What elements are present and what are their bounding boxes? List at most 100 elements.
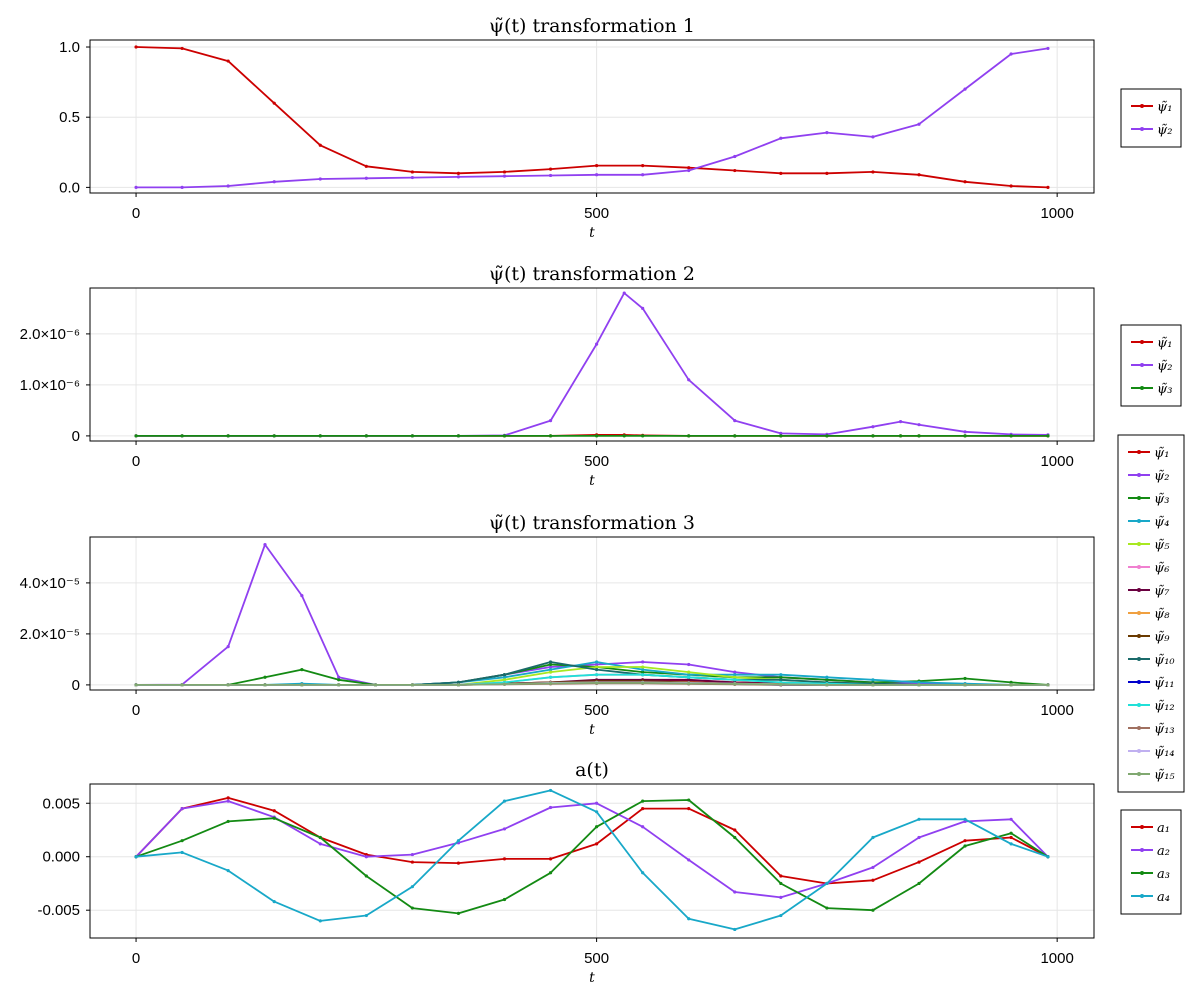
data-point [595, 342, 599, 346]
data-point [825, 171, 829, 175]
data-point [641, 173, 645, 177]
data-point [595, 810, 599, 814]
data-point [502, 857, 507, 861]
data-point [364, 874, 368, 878]
data-point [548, 788, 553, 793]
data-point [456, 434, 461, 438]
x-axis-label: t [589, 970, 595, 986]
data-point [871, 434, 875, 438]
legend-entry: ψ̃₄ [1154, 515, 1169, 530]
data-point [963, 434, 967, 438]
data-point [1046, 185, 1050, 189]
data-point [641, 871, 645, 875]
data-point [871, 908, 875, 912]
y-tick-label: -0.005 [37, 902, 80, 919]
data-point [318, 835, 322, 840]
data-point [641, 306, 645, 310]
y-tick-label: 1.0×10⁻⁶ [20, 377, 80, 394]
data-point [410, 170, 414, 174]
data-point [641, 825, 645, 829]
data-point [687, 434, 691, 438]
plot-frame [89, 783, 1095, 939]
data-point [410, 683, 414, 687]
legend-marker [1137, 680, 1141, 684]
data-point [595, 434, 599, 438]
chart-panel-4: a(t) 0 500 1000 -0.005 0.000 0.005 t a₁ a₂ a₃ a₄ [37, 759, 1182, 986]
data-point [548, 668, 553, 672]
data-point [548, 662, 553, 667]
data-point [180, 185, 184, 189]
data-point [548, 419, 553, 423]
legend-marker [1137, 772, 1141, 776]
data-point [871, 135, 875, 139]
data-point [1009, 817, 1013, 821]
data-point [226, 434, 230, 438]
legend-entry: ψ̃₁₄ [1154, 745, 1175, 760]
data-point [300, 594, 304, 598]
data-point [226, 59, 230, 63]
legend-marker [1140, 127, 1144, 131]
data-point [779, 434, 783, 438]
data-point [456, 175, 461, 179]
legend-box [1117, 434, 1185, 793]
legend-marker [1140, 104, 1144, 108]
data-point [364, 434, 368, 438]
data-point [410, 175, 414, 180]
data-point [502, 678, 507, 682]
data-point [548, 670, 553, 674]
data-point [871, 835, 875, 840]
legend-entry: ψ̃₁₅ [1154, 768, 1175, 783]
data-point [733, 828, 737, 832]
data-point [825, 906, 829, 910]
data-point [825, 683, 829, 687]
data-point [963, 676, 967, 681]
legend-marker [1137, 657, 1141, 661]
data-point [917, 173, 921, 177]
data-point [871, 865, 875, 870]
chart-panel-3: ψ̃(t) transformation 3 0 500 1000 0 2.0×10⁻⁵ 4… [20, 434, 1185, 793]
data-point [641, 665, 645, 669]
legend-marker [1137, 703, 1141, 707]
data-point [180, 46, 184, 51]
x-tick-label: 0 [132, 205, 140, 222]
legend-entry: ψ̃₃ [1157, 382, 1172, 397]
legend-marker [1137, 542, 1141, 546]
legend-marker [1140, 340, 1144, 344]
data-point [548, 660, 553, 664]
y-tick-label: 4.0×10⁻⁵ [20, 575, 80, 592]
data-point [502, 434, 507, 438]
data-point [1046, 46, 1050, 51]
x-axis-label: t [589, 722, 595, 738]
x-tick-label: 500 [584, 205, 609, 222]
data-point [917, 680, 921, 684]
series-line-2 [136, 543, 1048, 686]
data-point [456, 680, 461, 684]
data-point [134, 855, 138, 859]
data-point [272, 434, 276, 438]
y-tick-label: 0 [72, 428, 80, 445]
legend-entry: a₃ [1157, 867, 1170, 882]
data-point [337, 683, 341, 687]
data-point [963, 844, 967, 848]
data-point [641, 668, 645, 672]
data-point [1046, 434, 1050, 438]
data-point [687, 678, 691, 682]
legend-marker [1140, 363, 1144, 367]
data-point [410, 906, 414, 910]
x-tick-label: 0 [132, 950, 140, 967]
data-point [687, 168, 691, 173]
data-point [825, 434, 829, 438]
data-point [272, 180, 276, 184]
legend-box [1120, 88, 1182, 148]
data-point [963, 180, 967, 184]
y-tick-label: 0.000 [42, 849, 80, 866]
data-point [825, 675, 829, 679]
chart-title: ψ̃(t) transformation 1 [489, 15, 695, 37]
data-point [318, 919, 322, 923]
data-point [548, 857, 553, 861]
legend-entry: ψ̃₆ [1154, 561, 1169, 576]
data-point [963, 87, 967, 91]
legend-marker [1140, 848, 1144, 852]
data-point [456, 861, 461, 865]
data-point [733, 434, 737, 438]
